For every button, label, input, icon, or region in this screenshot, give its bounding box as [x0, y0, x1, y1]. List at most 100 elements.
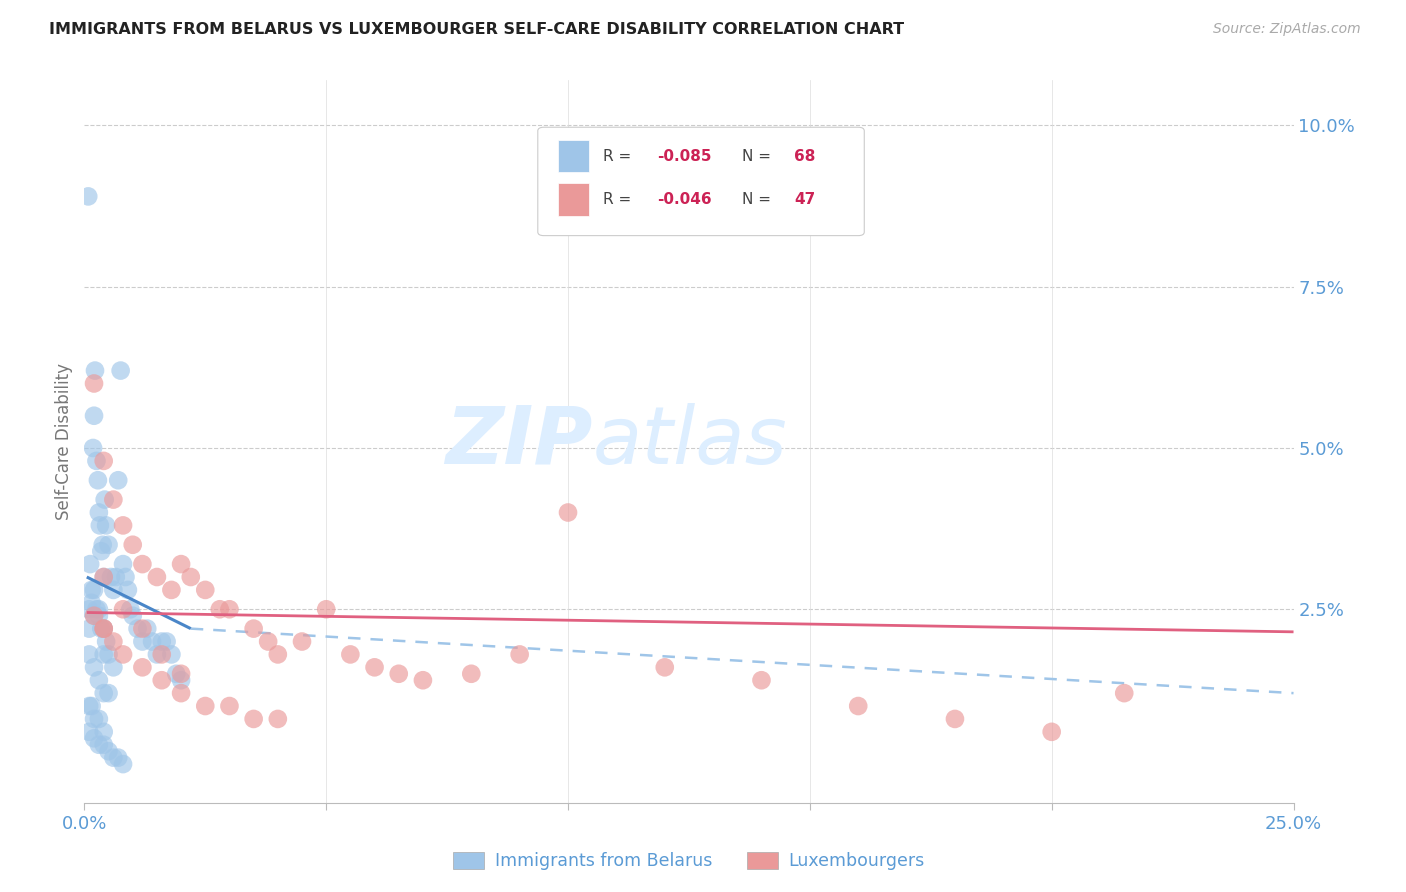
- Point: [170, 673, 193, 688]
- Point: [136, 622, 159, 636]
- Point: [121, 538, 143, 552]
- Text: IMMIGRANTS FROM BELARUS VS LUXEMBOURGER SELF-CARE DISABILITY CORRELATION CHART: IMMIGRANTS FROM BELARUS VS LUXEMBOURGER …: [49, 22, 904, 37]
- Point: [103, 750, 125, 764]
- Point: [93, 724, 115, 739]
- Point: [112, 518, 135, 533]
- Bar: [558, 140, 589, 172]
- Y-axis label: Self-Care Disability: Self-Care Disability: [55, 363, 73, 520]
- Point: [97, 744, 120, 758]
- Point: [114, 570, 136, 584]
- Point: [97, 538, 120, 552]
- Point: [131, 660, 153, 674]
- Point: [87, 712, 110, 726]
- Point: [103, 660, 125, 674]
- Point: [82, 441, 104, 455]
- Point: [87, 506, 110, 520]
- Text: 68: 68: [794, 149, 815, 163]
- Text: Source: ZipAtlas.com: Source: ZipAtlas.com: [1213, 22, 1361, 37]
- Text: ZIP: ZIP: [444, 402, 592, 481]
- Point: [93, 686, 115, 700]
- Point: [87, 602, 110, 616]
- Point: [146, 648, 169, 662]
- Point: [150, 648, 173, 662]
- Point: [155, 634, 177, 648]
- Point: [84, 363, 107, 377]
- Point: [77, 622, 100, 636]
- Text: -0.046: -0.046: [658, 192, 711, 207]
- Point: [257, 634, 280, 648]
- Point: [91, 538, 114, 552]
- Point: [93, 492, 115, 507]
- Point: [93, 622, 115, 636]
- Point: [112, 757, 135, 772]
- Point: [103, 582, 125, 597]
- Point: [93, 648, 115, 662]
- Point: [846, 699, 869, 714]
- Point: [267, 648, 290, 662]
- FancyBboxPatch shape: [538, 128, 865, 235]
- Point: [103, 492, 125, 507]
- Point: [170, 686, 193, 700]
- Text: N =: N =: [742, 149, 776, 163]
- Point: [97, 686, 120, 700]
- Point: [83, 608, 105, 623]
- Point: [83, 409, 105, 423]
- Point: [93, 738, 115, 752]
- Point: [83, 582, 105, 597]
- Point: [160, 648, 183, 662]
- Point: [86, 454, 108, 468]
- Point: [112, 602, 135, 616]
- Point: [150, 634, 173, 648]
- Point: [120, 602, 142, 616]
- Point: [86, 602, 108, 616]
- Text: R =: R =: [603, 192, 636, 207]
- Point: [87, 473, 110, 487]
- Point: [79, 557, 101, 571]
- Point: [83, 731, 105, 746]
- Point: [141, 634, 163, 648]
- Point: [77, 189, 100, 203]
- Point: [77, 724, 100, 739]
- Point: [87, 673, 110, 688]
- Point: [83, 660, 105, 674]
- Point: [388, 666, 411, 681]
- Point: [93, 622, 115, 636]
- Text: R =: R =: [603, 149, 636, 163]
- Point: [194, 699, 217, 714]
- Point: [83, 608, 105, 623]
- Text: atlas: atlas: [592, 402, 787, 481]
- Point: [412, 673, 434, 688]
- Legend: Immigrants from Belarus, Luxembourgers: Immigrants from Belarus, Luxembourgers: [446, 845, 932, 877]
- Point: [94, 518, 117, 533]
- Point: [107, 750, 129, 764]
- Point: [80, 699, 103, 714]
- Point: [90, 622, 112, 636]
- Text: 47: 47: [794, 192, 815, 207]
- Point: [1114, 686, 1136, 700]
- Point: [242, 712, 264, 726]
- Point: [460, 666, 482, 681]
- Point: [170, 666, 193, 681]
- Point: [291, 634, 314, 648]
- Point: [110, 363, 132, 377]
- Point: [80, 596, 103, 610]
- Point: [90, 544, 112, 558]
- Point: [131, 557, 153, 571]
- Point: [80, 582, 103, 597]
- Point: [509, 648, 531, 662]
- Point: [112, 557, 135, 571]
- Point: [1040, 724, 1063, 739]
- Point: [194, 582, 217, 597]
- Point: [100, 570, 122, 584]
- Point: [107, 473, 129, 487]
- Point: [87, 608, 110, 623]
- Point: [97, 648, 120, 662]
- Point: [83, 712, 105, 726]
- Point: [77, 648, 100, 662]
- Point: [363, 660, 385, 674]
- Point: [83, 376, 105, 391]
- Point: [94, 634, 117, 648]
- Point: [218, 699, 240, 714]
- Point: [242, 622, 264, 636]
- Text: -0.085: -0.085: [658, 149, 711, 163]
